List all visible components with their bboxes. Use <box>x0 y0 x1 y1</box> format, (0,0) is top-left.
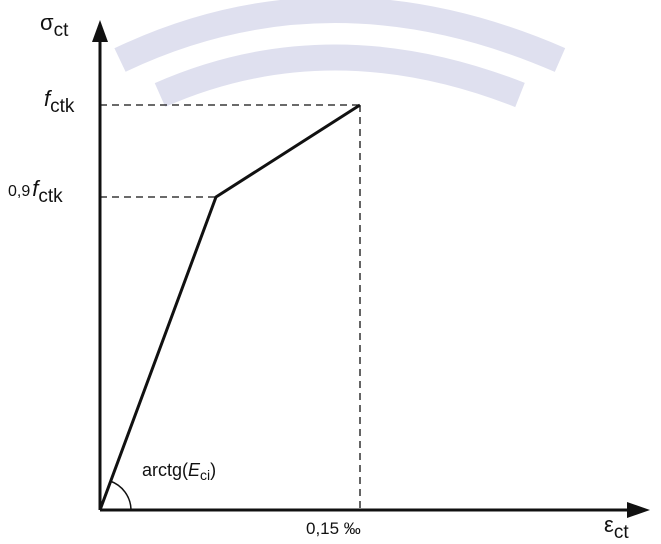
reference-lines <box>100 104 361 510</box>
x-axis-label: εct <box>604 512 629 543</box>
angle-arc <box>109 480 132 511</box>
axes <box>92 20 650 518</box>
x-axis-arrow <box>627 502 650 518</box>
strain-label: 0,15 ‰ <box>306 519 361 538</box>
watermark <box>114 0 566 108</box>
fctk09-label: 0,9fctk <box>8 176 63 207</box>
fctk-label: fctk <box>44 86 75 117</box>
arctg-annotation: arctg(Eci) <box>142 460 216 483</box>
y-axis-arrow <box>92 20 108 42</box>
stress-strain-curve <box>98 103 361 511</box>
y-axis-label: σct <box>40 10 69 41</box>
